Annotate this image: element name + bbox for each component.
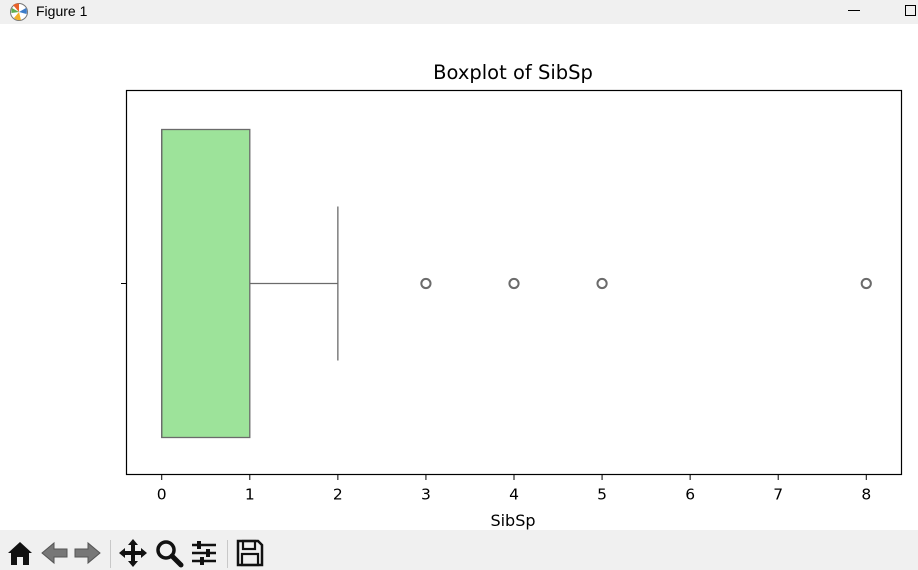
x-tick-label: 0 — [157, 486, 167, 504]
x-tick-label: 8 — [861, 486, 871, 504]
x-tick-label: 3 — [421, 486, 431, 504]
outlier-point — [596, 277, 608, 290]
box-layer — [161, 128, 872, 439]
window-title: Figure 1 — [36, 3, 88, 19]
minimize-button[interactable] — [834, 0, 874, 24]
home-button[interactable] — [5, 538, 35, 568]
outlier-point — [420, 277, 432, 290]
plot-area — [125, 89, 903, 476]
pan-icon — [119, 539, 147, 567]
figure-canvas[interactable]: Boxplot of SibSp 0 1 2 3 4 5 6 7 8 SibSp — [0, 24, 918, 530]
chart-title: Boxplot of SibSp — [433, 61, 593, 84]
save-button[interactable] — [235, 538, 265, 568]
x-tick-label: 7 — [773, 486, 783, 504]
back-arrow-icon — [41, 541, 68, 565]
x-tick-label: 4 — [509, 486, 519, 504]
window-titlebar: Figure 1 — [0, 0, 918, 24]
x-axis-ticks: 0 1 2 3 4 5 6 7 8 — [157, 474, 871, 504]
zoom-icon — [156, 540, 184, 568]
outlier-point — [860, 277, 872, 290]
zoom-button[interactable] — [154, 538, 184, 568]
toolbar-separator — [227, 540, 228, 568]
save-icon — [236, 539, 264, 567]
x-axis-label: SibSp — [490, 511, 535, 530]
boxplot-chart: Boxplot of SibSp 0 1 2 3 4 5 6 7 8 SibSp — [121, 61, 903, 530]
toolbar-separator — [110, 540, 111, 568]
x-tick-label: 2 — [333, 486, 343, 504]
minimize-icon — [848, 10, 860, 11]
iqr-box — [161, 128, 251, 439]
configure-subplots-button[interactable] — [189, 538, 219, 568]
forward-arrow-icon — [74, 541, 101, 565]
outlier-point — [508, 277, 520, 290]
pan-button[interactable] — [118, 538, 148, 568]
x-tick-label: 6 — [685, 486, 695, 504]
x-tick-label: 5 — [597, 486, 607, 504]
x-tick-label: 1 — [245, 486, 255, 504]
home-icon — [8, 542, 32, 565]
matplotlib-app-icon — [10, 3, 28, 21]
forward-button[interactable] — [72, 538, 102, 568]
navigation-toolbar — [0, 530, 918, 570]
configure-subplots-icon — [192, 541, 216, 565]
maximize-icon — [905, 5, 916, 16]
maximize-button[interactable] — [890, 0, 918, 24]
back-button[interactable] — [40, 538, 70, 568]
